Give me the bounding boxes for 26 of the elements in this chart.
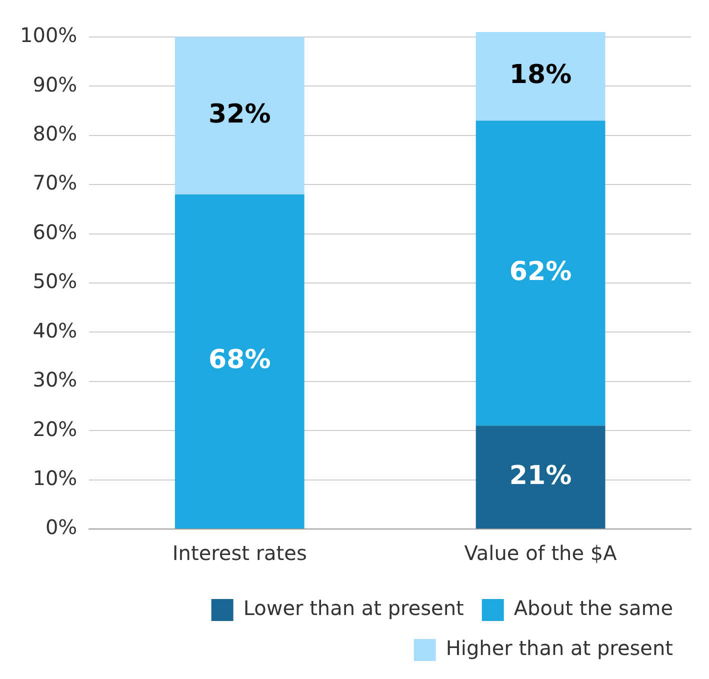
- y-tick-label: 90%: [32, 72, 78, 96]
- data-label: 18%: [509, 60, 572, 90]
- bar: [174, 194, 304, 528]
- data-label: 32%: [208, 99, 271, 130]
- bar: [476, 426, 606, 528]
- data-label: 21%: [509, 460, 572, 491]
- x-tick-label: Interest rates: [172, 541, 307, 566]
- y-tick-label: 70%: [32, 170, 78, 195]
- legend-label: Lower than at present: [243, 596, 464, 620]
- data-label: 62%: [509, 256, 572, 287]
- y-tick-label: 20%: [32, 416, 78, 441]
- y-tick-label: 50%: [32, 269, 78, 294]
- bar: [476, 32, 606, 121]
- y-tick-label: 40%: [32, 318, 78, 342]
- y-tick-label: 100%: [20, 23, 78, 48]
- y-tick-label: 60%: [32, 220, 78, 244]
- y-tick-label: 30%: [32, 368, 78, 392]
- y-tick-label: 10%: [32, 466, 78, 490]
- x-tick-label: Value of the $A: [464, 541, 618, 566]
- bar: [174, 36, 304, 194]
- legend-label: About the same: [514, 596, 674, 620]
- y-tick-label: 80%: [32, 122, 78, 146]
- legend-label: Higher than at present: [446, 636, 674, 660]
- data-label: 68%: [208, 345, 271, 376]
- bar: [476, 120, 606, 426]
- y-tick-label: 0%: [45, 515, 78, 540]
